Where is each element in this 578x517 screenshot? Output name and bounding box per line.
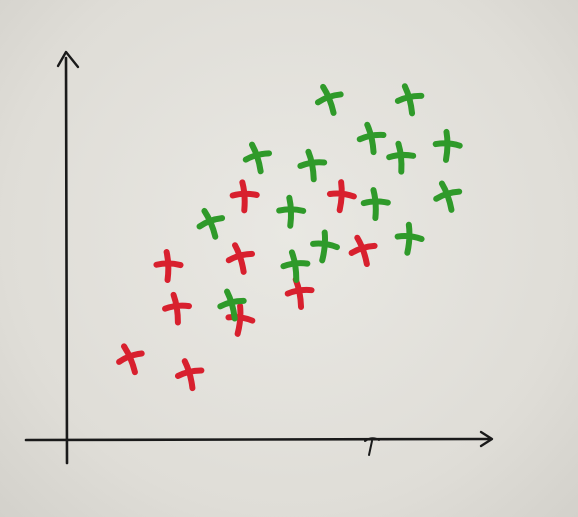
y-axis xyxy=(66,58,67,463)
point-series1-2 xyxy=(174,357,205,391)
cross-mark xyxy=(281,250,310,282)
cross-mark xyxy=(397,225,421,253)
point-series2-6 xyxy=(242,140,274,175)
cross-mark xyxy=(194,205,228,241)
cross-mark xyxy=(278,197,304,227)
point-series2-13 xyxy=(435,132,459,160)
point-series2-15 xyxy=(394,82,425,116)
axes xyxy=(26,52,492,463)
point-series2-12 xyxy=(388,142,416,173)
cross-mark xyxy=(285,277,315,310)
point-series1-7 xyxy=(285,277,315,310)
data-points xyxy=(114,82,464,392)
point-series1-4 xyxy=(156,251,182,281)
x-axis xyxy=(26,439,490,440)
cross-mark xyxy=(312,232,337,261)
cross-mark xyxy=(388,142,416,173)
cross-mark xyxy=(242,140,274,175)
cross-mark xyxy=(347,233,380,268)
point-series1-8 xyxy=(231,181,258,211)
point-series1-1 xyxy=(114,341,148,377)
cross-mark xyxy=(330,182,354,210)
point-series2-8 xyxy=(363,189,390,219)
point-series2-14 xyxy=(313,82,346,117)
point-series2-5 xyxy=(312,232,337,261)
point-series2-3 xyxy=(281,250,310,282)
point-series1-3 xyxy=(163,292,192,324)
point-series1-10 xyxy=(347,233,380,268)
cross-mark xyxy=(363,189,390,219)
x-axis-pen-mark xyxy=(365,438,379,455)
y-axis-arrowhead xyxy=(58,52,78,67)
cross-mark xyxy=(313,82,346,117)
cross-mark xyxy=(156,251,182,281)
cross-mark xyxy=(298,149,328,182)
cross-mark xyxy=(163,292,192,324)
cross-mark xyxy=(435,132,459,160)
cross-mark xyxy=(357,121,387,154)
point-series2-1 xyxy=(194,205,228,241)
cross-mark xyxy=(231,181,258,211)
point-series2-11 xyxy=(357,121,387,154)
point-series2-10 xyxy=(432,179,465,214)
point-series2-4 xyxy=(278,197,304,227)
cross-mark xyxy=(394,82,425,116)
cross-mark xyxy=(174,357,205,391)
point-series2-9 xyxy=(397,225,421,253)
point-series2-7 xyxy=(298,149,328,182)
point-series1-6 xyxy=(225,241,257,276)
cross-mark xyxy=(114,341,148,377)
point-series1-9 xyxy=(330,182,354,210)
cross-mark xyxy=(432,179,465,214)
cross-mark xyxy=(225,241,257,276)
